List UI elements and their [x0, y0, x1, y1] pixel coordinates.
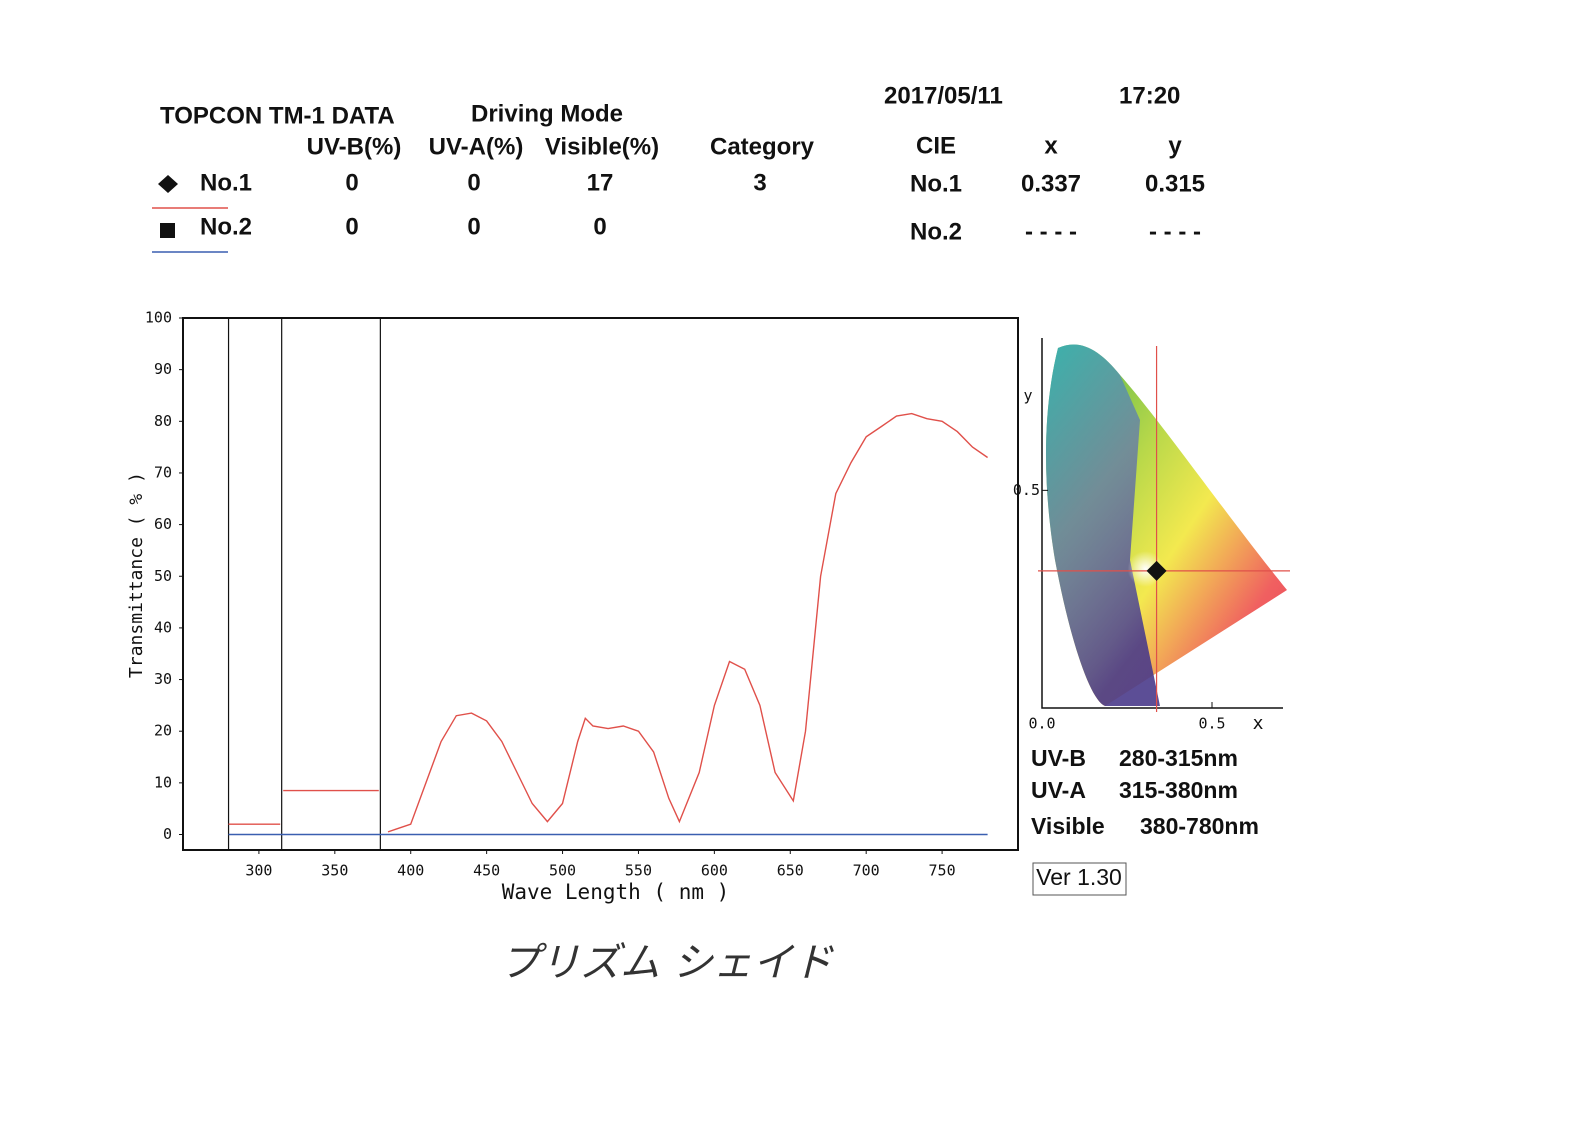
x-axis-label: Wave Length ( nm )	[502, 880, 730, 904]
cell: 3	[753, 169, 766, 196]
cie-y-tick-label: 0.5	[1013, 481, 1040, 499]
cie-cell: No.2	[910, 218, 962, 245]
legend-square	[160, 223, 175, 238]
row-label: No.1	[200, 169, 252, 196]
cell: 0	[593, 213, 606, 240]
y-tick-label: 60	[154, 515, 172, 533]
range-name: Visible	[1031, 813, 1105, 839]
cie-y-label: y	[1023, 387, 1032, 405]
y-axis-label: Transmittance ( % )	[126, 472, 147, 678]
cie-cell: 0.337	[1021, 170, 1081, 197]
cell: 17	[587, 169, 614, 196]
y-tick-label: 50	[154, 567, 172, 585]
cell: 0	[467, 213, 480, 240]
y-tick-label: 90	[154, 360, 172, 378]
date: 2017/05/11	[884, 82, 1003, 109]
version: Ver 1.30	[1036, 864, 1122, 890]
cie-cell: No.1	[910, 170, 962, 197]
y-tick-label: 40	[154, 618, 172, 636]
cie-header: x	[1044, 132, 1058, 159]
y-tick-label: 10	[154, 773, 172, 791]
x-tick-label: 600	[701, 862, 728, 880]
range-value: 280-315nm	[1119, 745, 1238, 771]
column-header: Visible(%)	[545, 133, 659, 160]
cell: 0	[467, 169, 480, 196]
column-header: Category	[710, 133, 815, 160]
cie-gamut-blue	[1045, 344, 1160, 706]
cie-x-label: x	[1253, 713, 1264, 734]
y-tick-label: 30	[154, 670, 172, 688]
x-tick-label: 550	[625, 862, 652, 880]
x-tick-label: 650	[777, 862, 804, 880]
cie-point	[1146, 560, 1167, 581]
y-tick-label: 70	[154, 463, 172, 481]
y-tick-label: 0	[163, 825, 172, 843]
y-tick-label: 100	[145, 309, 172, 327]
y-tick-label: 20	[154, 722, 172, 740]
x-tick-label: 300	[245, 862, 272, 880]
cell: 0	[345, 213, 358, 240]
cie-x-tick-label: 0.0	[1028, 715, 1055, 733]
series-line	[228, 412, 988, 833]
x-tick-label: 750	[929, 862, 956, 880]
y-tick-label: 80	[154, 412, 172, 430]
time: 17:20	[1119, 82, 1180, 109]
cie-header: y	[1168, 132, 1182, 159]
cell: 0	[345, 169, 358, 196]
handwritten-note: プリズム シェイド	[500, 940, 835, 986]
row-label: No.2	[200, 213, 252, 240]
range-name: UV-A	[1031, 777, 1086, 803]
x-tick-label: 500	[549, 862, 576, 880]
range-value: 380-780nm	[1140, 813, 1259, 839]
cie-cell: - - - -	[1025, 218, 1077, 245]
plot-frame	[182, 317, 1019, 851]
cie-cell: 0.315	[1145, 170, 1205, 197]
x-tick-label: 450	[473, 862, 500, 880]
column-header: UV-A(%)	[429, 133, 524, 160]
mode: Driving Mode	[471, 100, 623, 127]
cie-header: CIE	[916, 132, 956, 159]
column-header: UV-B(%)	[307, 133, 402, 160]
x-tick-label: 400	[397, 862, 424, 880]
range-name: UV-B	[1031, 745, 1086, 771]
legend-diamond	[158, 175, 178, 193]
cie-cell: - - - -	[1149, 218, 1201, 245]
x-tick-label: 700	[853, 862, 880, 880]
version-box	[1032, 862, 1127, 896]
range-value: 315-380nm	[1119, 777, 1238, 803]
title: TOPCON TM-1 DATA	[160, 102, 395, 129]
cie-white	[1105, 515, 1195, 605]
x-tick-label: 350	[321, 862, 348, 880]
cie-x-tick-label: 0.5	[1198, 715, 1225, 733]
